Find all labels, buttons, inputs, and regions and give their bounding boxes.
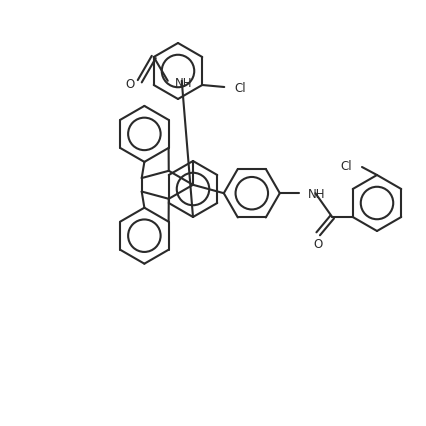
Text: NH: NH [175, 77, 192, 90]
Text: O: O [125, 78, 134, 91]
Text: Cl: Cl [340, 159, 352, 172]
Text: O: O [314, 238, 323, 251]
Text: Cl: Cl [234, 81, 246, 94]
Text: NH: NH [308, 187, 325, 200]
